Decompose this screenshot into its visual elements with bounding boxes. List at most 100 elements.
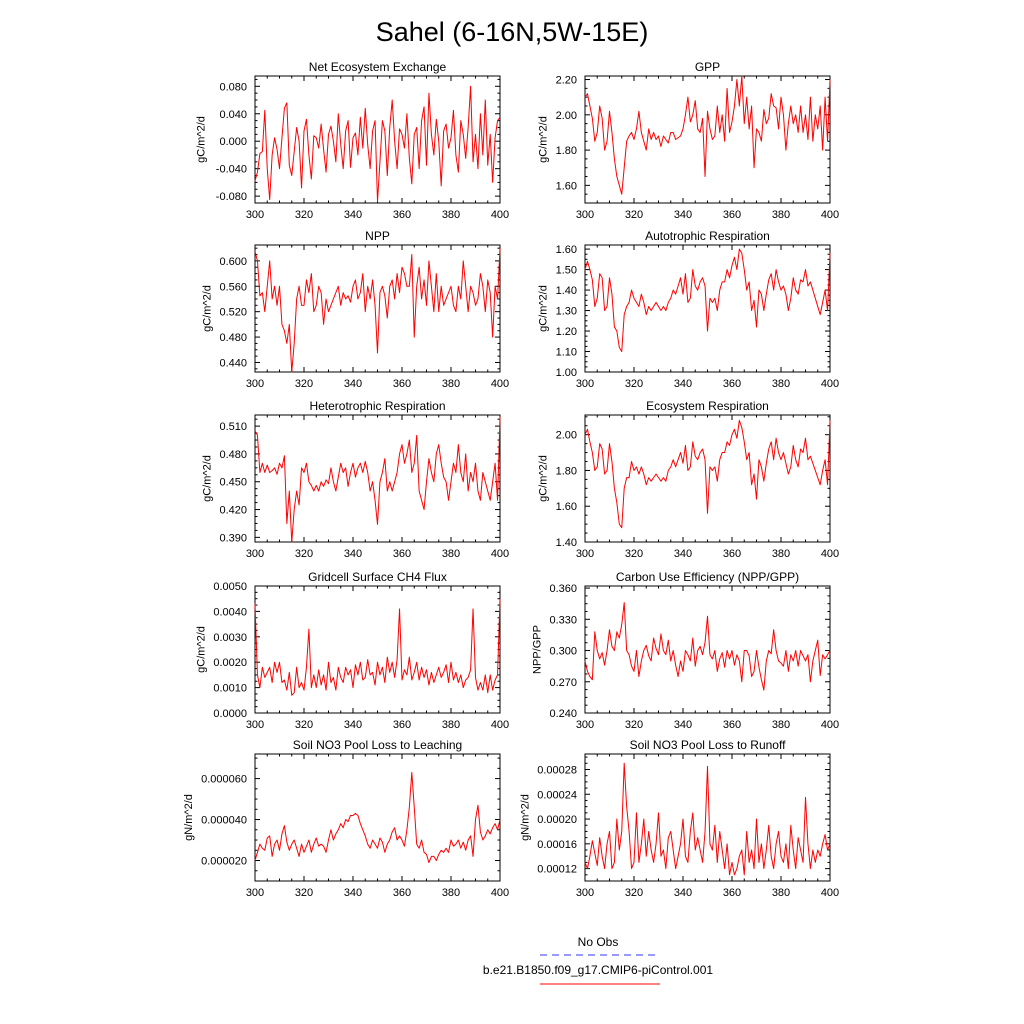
x-tick-label: 300 xyxy=(576,378,594,390)
y-tick-label: -0.080 xyxy=(216,191,247,203)
x-tick-label: 360 xyxy=(393,548,411,560)
panel-title: NPP xyxy=(365,229,390,243)
x-tick-label: 300 xyxy=(246,719,264,731)
y-tick-label: 0.480 xyxy=(219,449,247,461)
y-tick-label: 1.30 xyxy=(556,306,577,318)
x-tick-label: 320 xyxy=(625,209,643,221)
x-tick-label: 340 xyxy=(674,209,692,221)
y-tick-label: 1.60 xyxy=(556,244,577,256)
x-tick-label: 320 xyxy=(295,887,313,899)
y-tick-label: -0.040 xyxy=(216,164,247,176)
x-tick-label: 380 xyxy=(772,209,790,221)
plot-frame xyxy=(254,753,501,882)
y-tick-label: 0.510 xyxy=(219,421,247,433)
x-tick-label: 380 xyxy=(772,719,790,731)
y-tick-label: 1.80 xyxy=(556,465,577,477)
y-axis-label: gN/m^2/d xyxy=(519,794,531,841)
x-tick-label: 380 xyxy=(442,548,460,560)
y-axis-label: gC/m^2/d xyxy=(195,116,207,163)
y-tick-label: 0.00012 xyxy=(537,864,577,876)
x-tick-label: 380 xyxy=(442,887,460,899)
x-tick-label: 340 xyxy=(344,887,362,899)
panel-title: Soil NO3 Pool Loss to Runoff xyxy=(630,738,787,752)
y-tick-label: 0.00028 xyxy=(537,764,577,776)
x-tick-label: 400 xyxy=(821,209,839,221)
panel-gridcell-surface-ch4-flux: Gridcell Surface CH4 Flux 300 320 340 360 380… xyxy=(195,570,509,731)
legend-label-no-obs: No Obs xyxy=(578,935,619,949)
y-axis-label: gC/m^2/d xyxy=(538,116,550,163)
x-tick-label: 400 xyxy=(491,719,509,731)
series-line-net-ecosystem-exchange xyxy=(254,85,501,203)
y-tick-label: 0.00016 xyxy=(537,839,577,851)
y-tick-label: 1.60 xyxy=(556,180,577,192)
plot-frame xyxy=(584,244,831,373)
y-tick-label: 0.0050 xyxy=(213,581,247,593)
x-tick-label: 400 xyxy=(491,378,509,390)
y-tick-label: 0.240 xyxy=(549,708,577,720)
x-tick-label: 300 xyxy=(246,378,264,390)
y-axis-label: gC/m^2/d xyxy=(195,626,207,673)
y-tick-label: 0.00024 xyxy=(537,789,577,801)
y-axis-label: gC/m^2/d xyxy=(202,285,214,332)
panel-title: Autotrophic Respiration xyxy=(645,229,770,243)
x-tick-label: 320 xyxy=(295,209,313,221)
y-axis-label: gC/m^2/d xyxy=(538,285,550,332)
x-tick-label: 320 xyxy=(625,548,643,560)
panel-ecosystem-respiration: Ecosystem Respiration 300 320 340 360 380 400 1… xyxy=(538,399,840,560)
y-tick-label: 1.50 xyxy=(556,265,577,277)
x-tick-label: 360 xyxy=(393,209,411,221)
y-tick-label: 0.000 xyxy=(219,136,247,148)
y-tick-label: 1.60 xyxy=(556,501,577,513)
y-tick-label: 2.00 xyxy=(556,430,577,442)
x-tick-label: 300 xyxy=(576,887,594,899)
x-tick-label: 320 xyxy=(625,887,643,899)
y-tick-label: 0.0020 xyxy=(213,657,247,669)
y-tick-label: 1.20 xyxy=(556,326,577,338)
panel-title: Net Ecosystem Exchange xyxy=(309,60,447,74)
y-tick-label: 0.0000 xyxy=(213,708,247,720)
y-tick-label: 0.080 xyxy=(219,81,247,93)
legend: No Obs b.e21.B1850.f09_g17.CMIP6-piContr… xyxy=(483,935,713,985)
series-line-carbon-use-efficiency-npp-gpp xyxy=(584,602,831,691)
x-tick-label: 360 xyxy=(723,719,741,731)
series-line-ecosystem-respiration xyxy=(584,419,831,529)
x-tick-label: 380 xyxy=(772,548,790,560)
x-tick-label: 360 xyxy=(393,887,411,899)
panel-title: GPP xyxy=(695,60,720,74)
y-tick-label: 0.00020 xyxy=(537,814,577,826)
x-tick-label: 400 xyxy=(491,548,509,560)
series-line-autotrophic-respiration xyxy=(584,248,831,353)
y-axis-label: gC/m^2/d xyxy=(202,455,214,502)
x-tick-label: 300 xyxy=(246,548,264,560)
panel-soil-no3-pool-loss-to-leaching: Soil NO3 Pool Loss to Leaching 300 320 340 3… xyxy=(183,738,509,899)
x-tick-label: 380 xyxy=(442,378,460,390)
panel-title: Heterotrophic Respiration xyxy=(309,399,445,413)
y-tick-label: 0.330 xyxy=(549,614,577,626)
x-tick-label: 340 xyxy=(674,378,692,390)
series-line-heterotrophic-respiration xyxy=(254,416,501,543)
y-tick-label: 1.40 xyxy=(556,537,577,549)
x-tick-label: 360 xyxy=(723,209,741,221)
plot-frame xyxy=(584,75,831,204)
y-tick-label: 0.450 xyxy=(219,477,247,489)
panels: Net Ecosystem Exchange 300 320 340 360 380 400… xyxy=(183,60,839,899)
x-tick-label: 400 xyxy=(491,887,509,899)
series-line-soil-no3-pool-loss-to-leaching xyxy=(254,771,501,864)
x-tick-label: 400 xyxy=(821,378,839,390)
y-tick-label: 0.0040 xyxy=(213,606,247,618)
y-tick-label: 0.000060 xyxy=(201,774,247,786)
y-axis-label: gN/m^2/d xyxy=(183,794,195,841)
x-tick-label: 340 xyxy=(674,548,692,560)
x-tick-label: 300 xyxy=(246,209,264,221)
y-tick-label: 1.10 xyxy=(556,347,577,359)
x-tick-label: 380 xyxy=(442,719,460,731)
y-tick-label: 0.0030 xyxy=(213,632,247,644)
y-tick-label: 0.270 xyxy=(549,677,577,689)
x-tick-label: 300 xyxy=(576,719,594,731)
series-line-gridcell-surface-ch4-flux xyxy=(254,598,501,696)
y-tick-label: 0.520 xyxy=(219,307,247,319)
x-tick-label: 360 xyxy=(723,548,741,560)
x-tick-label: 400 xyxy=(821,719,839,731)
x-tick-label: 320 xyxy=(295,548,313,560)
x-tick-label: 360 xyxy=(393,719,411,731)
